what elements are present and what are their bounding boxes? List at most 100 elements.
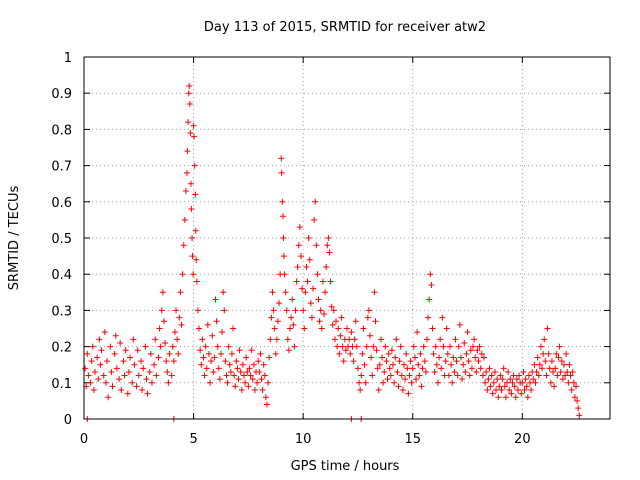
data-point [494, 376, 501, 383]
data-point [562, 372, 569, 379]
data-point [456, 321, 463, 328]
data-point [413, 376, 420, 383]
data-point [543, 372, 550, 379]
data-point [188, 206, 195, 213]
data-point [527, 379, 534, 386]
data-point [545, 350, 552, 357]
data-point [244, 368, 251, 375]
data-point [260, 361, 267, 368]
data-point [563, 350, 570, 357]
data-point [554, 372, 561, 379]
data-point [465, 358, 472, 365]
data-point [455, 343, 462, 350]
data-point [194, 307, 201, 314]
chart-title: Day 113 of 2015, SRMTID for receiver atw… [204, 20, 486, 35]
data-point [159, 289, 166, 296]
data-point [272, 350, 279, 357]
data-point [333, 318, 340, 325]
data-point [388, 347, 395, 354]
y-tick-label: 0.8 [51, 123, 72, 138]
data-point [521, 387, 528, 394]
data-point [564, 368, 571, 375]
data-point [257, 350, 264, 357]
data-point [407, 358, 414, 365]
data-point [427, 271, 434, 278]
data-point [476, 343, 483, 350]
data-point [223, 372, 230, 379]
data-point [124, 390, 131, 397]
data-point [417, 350, 424, 357]
data-point [283, 307, 290, 314]
data-point [225, 343, 232, 350]
data-point [175, 350, 182, 357]
data-point [180, 242, 187, 249]
data-point [189, 235, 196, 241]
data-point [207, 379, 214, 386]
data-point [246, 365, 253, 372]
data-point [352, 318, 359, 325]
data-point [426, 296, 433, 303]
data-point [474, 347, 481, 354]
data-point [317, 307, 324, 314]
data-point [169, 343, 176, 350]
data-point [233, 358, 240, 365]
data-point [532, 379, 539, 386]
data-point [490, 379, 497, 386]
data-point [319, 278, 326, 285]
data-point [237, 368, 244, 375]
data-point [344, 325, 350, 332]
data-point [425, 314, 432, 321]
data-point [570, 379, 577, 386]
data-point [403, 350, 410, 357]
data-point [482, 379, 489, 386]
data-point [454, 372, 461, 379]
data-point [548, 358, 555, 365]
data-point [290, 321, 297, 328]
data-point [236, 347, 243, 354]
data-point [148, 379, 155, 386]
data-point [560, 361, 567, 368]
data-point [173, 307, 180, 314]
data-point [485, 376, 492, 383]
data-point [493, 387, 500, 394]
data-point [421, 358, 428, 365]
data-point [496, 383, 503, 390]
data-point [512, 394, 519, 401]
data-point [291, 343, 298, 350]
data-point [147, 350, 154, 357]
data-point [530, 376, 537, 383]
data-point [200, 354, 207, 361]
data-point [535, 372, 542, 379]
data-point [360, 325, 367, 332]
data-point [261, 372, 268, 379]
data-point [497, 372, 504, 379]
data-point [104, 358, 111, 365]
data-point [415, 361, 422, 368]
data-point [487, 383, 494, 390]
data-point [399, 387, 406, 394]
data-point [453, 358, 460, 365]
data-point [467, 347, 474, 354]
data-point [419, 365, 426, 372]
y-tick-label: 1 [64, 51, 72, 66]
data-point [516, 372, 523, 379]
data-point [210, 368, 217, 375]
data-point [436, 354, 443, 361]
data-point [361, 361, 368, 368]
data-point [163, 358, 170, 365]
data-point [247, 372, 254, 379]
data-point [505, 368, 512, 375]
data-point [358, 372, 365, 379]
data-point [462, 368, 469, 375]
data-point [459, 376, 466, 383]
data-point [267, 336, 274, 343]
data-point [120, 358, 127, 365]
data-point [197, 347, 204, 354]
data-point [281, 271, 288, 278]
data-point [443, 325, 450, 332]
data-point [416, 372, 423, 379]
x-tick-label: 15 [404, 432, 421, 447]
data-point [534, 354, 541, 361]
data-point [551, 383, 558, 390]
data-point [196, 325, 203, 332]
